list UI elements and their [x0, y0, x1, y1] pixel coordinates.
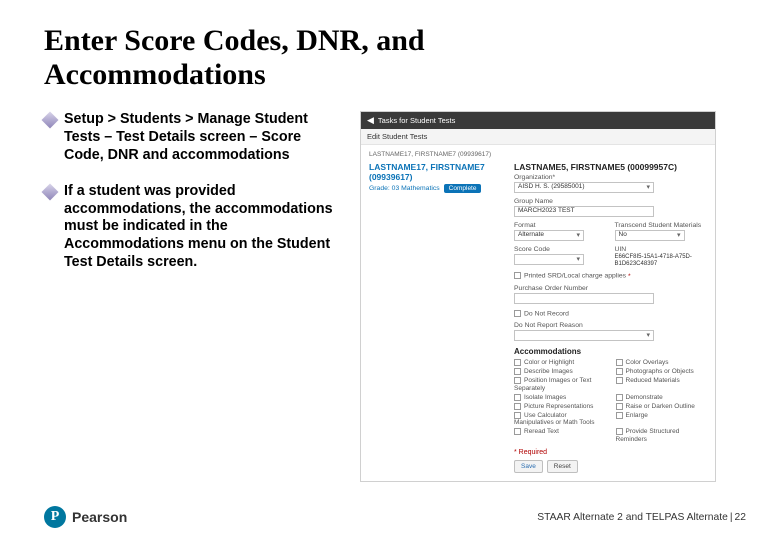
- accom-label: Describe Images: [524, 368, 573, 375]
- group-name-input[interactable]: MARCH2023 TEST: [514, 206, 654, 217]
- accom-label: Reread Text: [524, 429, 559, 436]
- status-badge: Complete: [444, 184, 482, 193]
- accom-checkbox[interactable]: [514, 359, 521, 366]
- screenshot-titlebar: ◀ Tasks for Student Tests: [361, 112, 715, 129]
- format-select[interactable]: Alternate: [514, 230, 584, 241]
- accom-label: Color or Highlight: [524, 359, 574, 366]
- save-button[interactable]: Save: [514, 460, 543, 473]
- accom-label: Provide Structured Reminders: [616, 429, 680, 443]
- student-name-left[interactable]: LASTNAME17, FIRSTNAME7 (09939617): [369, 162, 504, 182]
- bullet-text: If a student was provided accommodations…: [64, 183, 344, 272]
- field-label: Do Not Record: [524, 310, 569, 317]
- bullet-list: Setup > Students > Manage Student Tests …: [44, 111, 344, 481]
- accom-label: Color Overlays: [626, 359, 669, 366]
- field-label: Organization*: [514, 174, 707, 181]
- accom-label: Picture Representations: [524, 403, 593, 410]
- accom-checkbox[interactable]: [616, 377, 623, 384]
- reset-button[interactable]: Reset: [547, 460, 578, 473]
- accom-label: Raise or Darken Outline: [626, 403, 695, 410]
- field-label: Purchase Order Number: [514, 285, 707, 292]
- accommodations-heading: Accommodations: [514, 347, 707, 356]
- field-label: UIN: [615, 246, 708, 253]
- accom-checkbox[interactable]: [616, 428, 623, 435]
- pearson-logo-icon: P: [44, 506, 66, 528]
- field-label: Do Not Report Reason: [514, 322, 707, 329]
- srd-checkbox[interactable]: [514, 272, 521, 279]
- titlebar-text: Tasks for Student Tests: [378, 116, 455, 125]
- accom-label: Use Calculator Manipulatives or Math Too…: [514, 412, 594, 426]
- accom-checkbox[interactable]: [616, 412, 623, 419]
- screenshot-subbar: Edit Student Tests: [361, 129, 715, 145]
- list-item: If a student was provided accommodations…: [44, 183, 344, 272]
- po-input[interactable]: [514, 293, 654, 304]
- list-item: Setup > Students > Manage Student Tests …: [44, 111, 344, 165]
- dnr-reason-select[interactable]: [514, 330, 654, 341]
- student-name-right: LASTNAME5, FIRSTNAME5 (00099957C): [514, 162, 707, 172]
- grade-link[interactable]: Grade: 03 Mathematics: [369, 185, 440, 192]
- accom-checkbox[interactable]: [514, 403, 521, 410]
- brand: P Pearson: [44, 506, 127, 528]
- accom-checkbox[interactable]: [616, 394, 623, 401]
- footer-text: STAAR Alternate 2 and TELPAS Alternate|2…: [537, 512, 746, 523]
- accom-checkbox[interactable]: [616, 403, 623, 410]
- field-label: Score Code: [514, 246, 607, 253]
- required-note: * Required: [514, 449, 707, 456]
- accom-checkbox[interactable]: [514, 377, 521, 384]
- accom-checkbox[interactable]: [616, 368, 623, 375]
- field-label: Group Name: [514, 198, 707, 205]
- field-label: Format: [514, 222, 607, 229]
- diamond-icon: [42, 183, 59, 200]
- accom-label: Isolate Images: [524, 394, 566, 401]
- accom-checkbox[interactable]: [616, 359, 623, 366]
- field-label: Printed SRD/Local charge applies: [524, 273, 626, 280]
- tsm-select[interactable]: No: [615, 230, 685, 241]
- page-number: 22: [735, 512, 746, 523]
- brand-text: Pearson: [72, 509, 127, 525]
- accom-label: Enlarge: [626, 412, 648, 419]
- accom-checkbox[interactable]: [514, 368, 521, 375]
- field-label: Transcend Student Materials: [615, 222, 708, 229]
- accom-checkbox[interactable]: [514, 412, 521, 419]
- accom-label: Reduced Materials: [626, 378, 680, 385]
- score-code-select[interactable]: [514, 254, 584, 265]
- organization-select[interactable]: AISD H. S. (29585001): [514, 182, 654, 193]
- accom-label: Position Images or Text Separately: [514, 378, 591, 392]
- dnr-checkbox[interactable]: [514, 310, 521, 317]
- accom-checkbox[interactable]: [514, 394, 521, 401]
- app-screenshot: ◀ Tasks for Student Tests Edit Student T…: [360, 111, 716, 481]
- accom-label: Demonstrate: [626, 394, 663, 401]
- accom-label: Photographs or Objects: [626, 368, 694, 375]
- accommodations-grid: Color or Highlight Color Overlays Descri…: [514, 359, 707, 443]
- breadcrumb: LASTNAME17, FIRSTNAME7 (09939617): [369, 151, 707, 158]
- page-title: Enter Score Codes, DNR, and Accommodatio…: [44, 24, 464, 91]
- uin-value: E66CF8I5-15A1-4718-A75D- B1D623C48397: [615, 254, 708, 267]
- bullet-text: Setup > Students > Manage Student Tests …: [64, 111, 344, 165]
- accom-checkbox[interactable]: [514, 428, 521, 435]
- required-star-icon: *: [628, 273, 631, 280]
- diamond-icon: [42, 112, 59, 129]
